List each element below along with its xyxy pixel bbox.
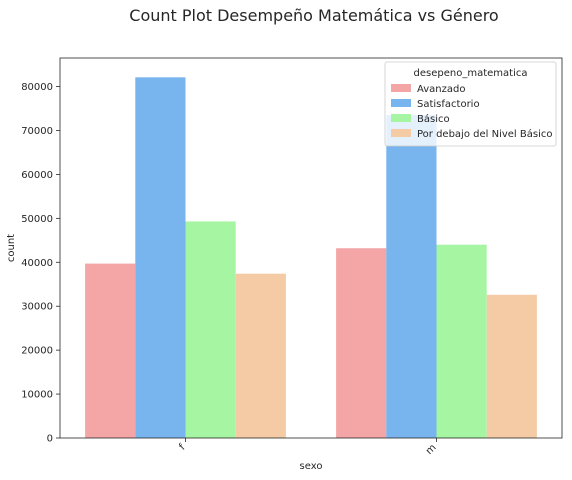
legend-swatch [391,129,411,137]
y-tick-label: 40000 [21,258,53,269]
y-tick-label: 70000 [21,126,53,137]
y-tick-label: 0 [47,434,53,445]
bar-avanzado-m [336,248,387,438]
legend-label: Por debajo del Nivel Básico [417,128,552,140]
bar-satisfactorio-m [386,115,437,439]
legend-swatch [391,99,411,107]
y-axis: 0 10000 20000 30000 40000 50000 60000 70000 8000… [21,82,60,445]
legend-label: Básico [417,113,450,125]
legend-items: Avanzado Satisfactorio Básico Por debajo de… [391,84,552,140]
legend-title: desepeno_matematica [414,68,528,79]
x-tick-label: m [424,442,439,457]
legend-label: Satisfactorio [417,99,480,110]
plot-frame [59,57,563,439]
bar-por-debajo-del-nivel-básico-f [235,273,286,438]
bar-satisfactorio-f [135,77,186,438]
legend-label: Avanzado [417,84,465,95]
bar-por-debajo-del-nivel-básico-m [486,294,537,438]
y-tick-label: 80000 [21,82,53,93]
y-tick-label: 30000 [21,302,53,313]
y-tick-label: 10000 [21,390,53,401]
legend-swatch [391,114,411,122]
y-tick-label: 50000 [21,214,53,225]
x-axis-label: sexo [300,461,323,472]
bar-avanzado-f [85,263,136,438]
bar-básico-f [185,221,236,438]
legend: desepeno_matematica Avanzado Satisfactori… [384,61,557,147]
x-tick-label: f [177,442,188,453]
bars-layer [85,77,537,439]
y-tick-label: 60000 [21,170,53,181]
y-axis-label: count [6,234,17,262]
y-tick-label: 20000 [21,346,53,357]
legend-swatch [391,84,411,92]
legend-box [384,61,557,147]
bar-básico-m [436,244,487,438]
chart-title: Count Plot Desempeño Matemática vs Géner… [129,6,498,25]
